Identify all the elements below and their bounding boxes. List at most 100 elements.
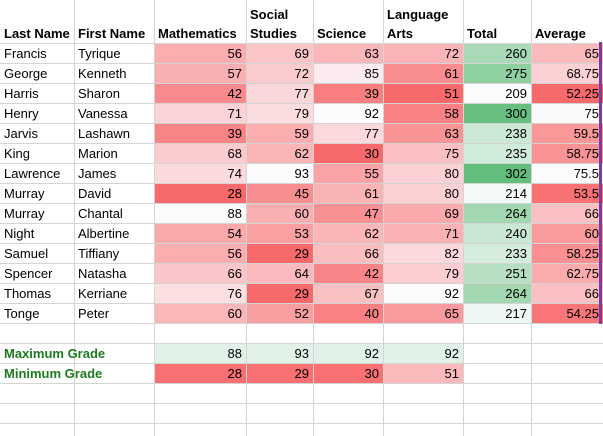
header-mathematics[interactable]: Mathematics bbox=[158, 26, 237, 41]
cell-first-name[interactable]: Tyrique bbox=[78, 46, 121, 61]
cell-total[interactable]: 235 bbox=[505, 146, 527, 161]
cell-last-name[interactable]: Jarvis bbox=[4, 126, 38, 141]
header-language-arts[interactable]: Language Arts bbox=[387, 7, 449, 41]
cell-math[interactable]: 28 bbox=[227, 186, 242, 201]
cell-social[interactable]: 72 bbox=[294, 66, 309, 81]
cell-math[interactable]: 60 bbox=[227, 306, 242, 321]
cell-total[interactable]: 302 bbox=[505, 166, 527, 181]
cell-lang[interactable]: 80 bbox=[444, 166, 459, 181]
cell-first-name[interactable]: James bbox=[78, 166, 117, 181]
cell-lang[interactable]: 63 bbox=[444, 126, 459, 141]
summary-social[interactable]: 29 bbox=[294, 366, 309, 381]
cell-avg[interactable]: 60 bbox=[584, 226, 599, 241]
cell-lang[interactable]: 80 bbox=[444, 186, 459, 201]
cell-first-name[interactable]: Sharon bbox=[78, 86, 120, 101]
cell-avg[interactable]: 54.25 bbox=[566, 306, 599, 321]
cell-last-name[interactable]: Henry bbox=[4, 106, 39, 121]
cell-lang[interactable]: 65 bbox=[444, 306, 459, 321]
cell-avg[interactable]: 53.5 bbox=[573, 186, 599, 201]
cell-total[interactable]: 264 bbox=[505, 206, 527, 221]
cell-avg[interactable]: 58.75 bbox=[566, 146, 599, 161]
cell-total[interactable]: 233 bbox=[505, 246, 527, 261]
cell-last-name[interactable]: King bbox=[4, 146, 31, 161]
cell-science[interactable]: 63 bbox=[364, 46, 379, 61]
cell-first-name[interactable]: Kerriane bbox=[78, 286, 128, 301]
cell-social[interactable]: 59 bbox=[294, 126, 309, 141]
cell-first-name[interactable]: Chantal bbox=[78, 206, 123, 221]
cell-last-name[interactable]: Francis bbox=[4, 46, 47, 61]
cell-avg[interactable]: 58.25 bbox=[566, 246, 599, 261]
cell-total[interactable]: 209 bbox=[505, 86, 527, 101]
cell-math[interactable]: 54 bbox=[227, 226, 242, 241]
cell-math[interactable]: 39 bbox=[227, 126, 242, 141]
cell-science[interactable]: 92 bbox=[364, 106, 379, 121]
cell-avg[interactable]: 59.5 bbox=[573, 126, 599, 141]
cell-first-name[interactable]: Lashawn bbox=[78, 126, 131, 141]
cell-last-name[interactable]: Samuel bbox=[4, 246, 49, 261]
cell-total[interactable]: 260 bbox=[505, 46, 527, 61]
cell-math[interactable]: 74 bbox=[227, 166, 242, 181]
cell-math[interactable]: 56 bbox=[227, 246, 242, 261]
summary-math[interactable]: 28 bbox=[227, 366, 242, 381]
cell-avg[interactable]: 65 bbox=[584, 46, 599, 61]
cell-last-name[interactable]: George bbox=[4, 66, 48, 81]
summary-lang[interactable]: 51 bbox=[444, 366, 459, 381]
cell-avg[interactable]: 66 bbox=[584, 206, 599, 221]
cell-last-name[interactable]: Night bbox=[4, 226, 35, 241]
cell-science[interactable]: 85 bbox=[364, 66, 379, 81]
cell-first-name[interactable]: Tiffiany bbox=[78, 246, 120, 261]
cell-lang[interactable]: 79 bbox=[444, 266, 459, 281]
cell-social[interactable]: 29 bbox=[294, 246, 309, 261]
cell-total[interactable]: 275 bbox=[505, 66, 527, 81]
cell-science[interactable]: 39 bbox=[364, 86, 379, 101]
summary-science[interactable]: 30 bbox=[364, 366, 379, 381]
summary-label[interactable]: Maximum Grade bbox=[4, 346, 106, 361]
cell-avg[interactable]: 52.25 bbox=[566, 86, 599, 101]
cell-math[interactable]: 88 bbox=[227, 206, 242, 221]
cell-social[interactable]: 79 bbox=[294, 106, 309, 121]
cell-science[interactable]: 77 bbox=[364, 126, 379, 141]
cell-social[interactable]: 62 bbox=[294, 146, 309, 161]
cell-avg[interactable]: 68.75 bbox=[566, 66, 599, 81]
summary-science[interactable]: 92 bbox=[364, 346, 379, 361]
summary-label[interactable]: Minimum Grade bbox=[4, 366, 103, 381]
cell-science[interactable]: 66 bbox=[364, 246, 379, 261]
cell-first-name[interactable]: Kenneth bbox=[78, 66, 127, 81]
cell-social[interactable]: 64 bbox=[294, 266, 309, 281]
cell-first-name[interactable]: Peter bbox=[78, 306, 110, 321]
cell-science[interactable]: 61 bbox=[364, 186, 379, 201]
cell-last-name[interactable]: Spencer bbox=[4, 266, 53, 281]
cell-avg[interactable]: 66 bbox=[584, 286, 599, 301]
cell-social[interactable]: 77 bbox=[294, 86, 309, 101]
cell-first-name[interactable]: Marion bbox=[78, 146, 118, 161]
cell-social[interactable]: 52 bbox=[294, 306, 309, 321]
cell-total[interactable]: 251 bbox=[505, 266, 527, 281]
cell-math[interactable]: 68 bbox=[227, 146, 242, 161]
cell-social[interactable]: 93 bbox=[294, 166, 309, 181]
cell-math[interactable]: 42 bbox=[227, 86, 242, 101]
cell-last-name[interactable]: Harris bbox=[4, 86, 39, 101]
cell-math[interactable]: 76 bbox=[227, 286, 242, 301]
cell-last-name[interactable]: Tonge bbox=[4, 306, 40, 321]
cell-lang[interactable]: 61 bbox=[444, 66, 459, 81]
cell-first-name[interactable]: Vanessa bbox=[78, 106, 128, 121]
cell-lang[interactable]: 71 bbox=[444, 226, 459, 241]
cell-total[interactable]: 300 bbox=[505, 106, 527, 121]
cell-total[interactable]: 264 bbox=[505, 286, 527, 301]
cell-first-name[interactable]: Natasha bbox=[78, 266, 127, 281]
cell-science[interactable]: 40 bbox=[364, 306, 379, 321]
cell-lang[interactable]: 58 bbox=[444, 106, 459, 121]
summary-lang[interactable]: 92 bbox=[444, 346, 459, 361]
cell-first-name[interactable]: Albertine bbox=[78, 226, 130, 241]
header-total[interactable]: Total bbox=[467, 26, 498, 41]
cell-total[interactable]: 240 bbox=[505, 226, 527, 241]
cell-science[interactable]: 67 bbox=[364, 286, 379, 301]
header-last-name[interactable]: Last Name bbox=[4, 26, 70, 41]
cell-social[interactable]: 45 bbox=[294, 186, 309, 201]
cell-lang[interactable]: 51 bbox=[444, 86, 459, 101]
cell-science[interactable]: 30 bbox=[364, 146, 379, 161]
cell-total[interactable]: 214 bbox=[505, 186, 527, 201]
cell-science[interactable]: 55 bbox=[364, 166, 379, 181]
cell-avg[interactable]: 75 bbox=[584, 106, 599, 121]
